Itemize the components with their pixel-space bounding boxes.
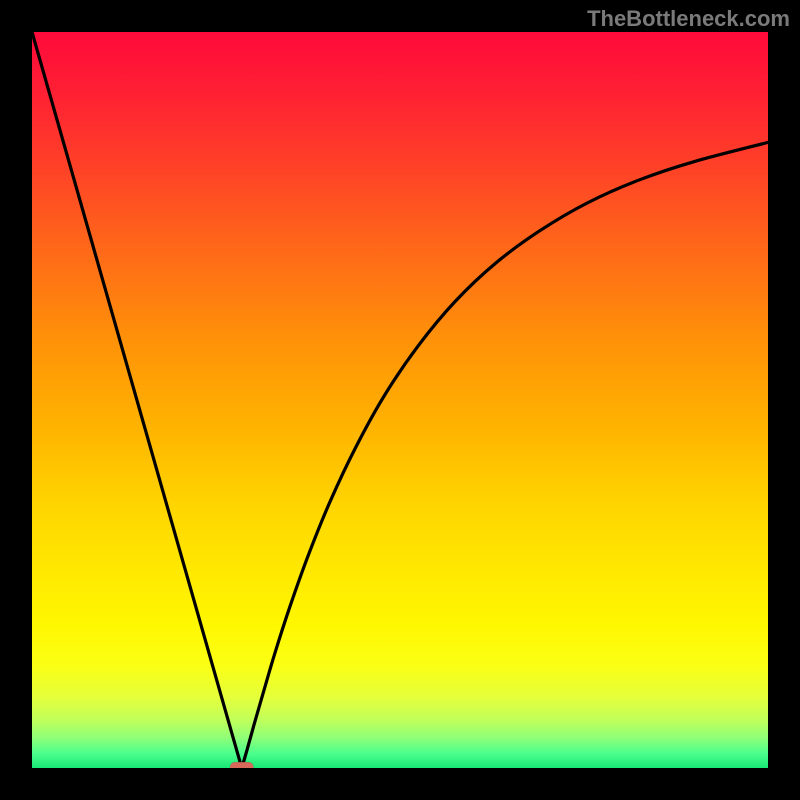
- chart-container: { "meta": { "watermark_text": "TheBottle…: [0, 0, 800, 800]
- gradient-background: [32, 32, 768, 768]
- plot-area: [32, 32, 768, 774]
- bottleneck-chart: [0, 0, 800, 800]
- watermark-text: TheBottleneck.com: [587, 6, 790, 32]
